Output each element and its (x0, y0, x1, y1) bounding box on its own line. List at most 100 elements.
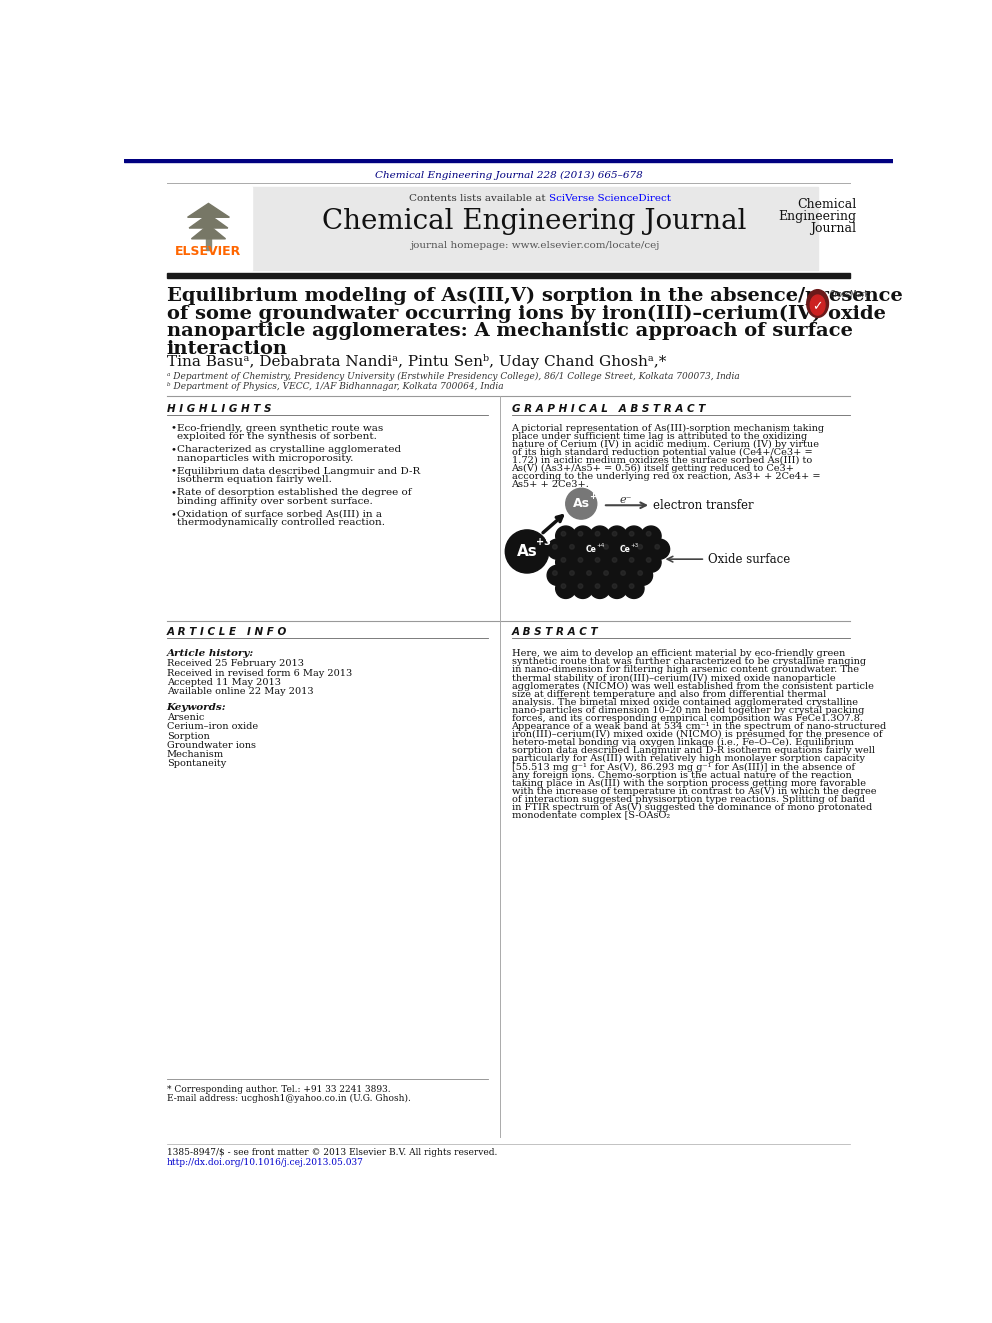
Text: CrossMark: CrossMark (830, 290, 870, 299)
Text: As: As (517, 544, 538, 558)
Circle shape (638, 545, 643, 549)
Text: * Corresponding author. Tel.: +91 33 2241 3893.: * Corresponding author. Tel.: +91 33 224… (167, 1085, 390, 1094)
Text: nanoparticles with microporosity.: nanoparticles with microporosity. (178, 454, 354, 463)
Circle shape (615, 540, 636, 560)
Text: Oxide surface: Oxide surface (707, 553, 790, 566)
Text: Equilibrium data described Langmuir and D-R: Equilibrium data described Langmuir and … (178, 467, 421, 476)
Polygon shape (189, 214, 228, 228)
Text: interaction: interaction (167, 340, 288, 359)
Text: As5+ + 2Ce3+.: As5+ + 2Ce3+. (512, 480, 589, 490)
Text: nanoparticle agglomerates: A mechanistic approach of surface: nanoparticle agglomerates: A mechanistic… (167, 323, 852, 340)
Circle shape (565, 488, 597, 519)
Circle shape (556, 552, 575, 573)
Text: nature of Cerium (IV) in acidic medium. Cerium (IV) by virtue: nature of Cerium (IV) in acidic medium. … (512, 439, 818, 448)
Text: +5: +5 (589, 492, 602, 500)
Bar (167, 188, 252, 270)
Text: Ce: Ce (586, 545, 597, 553)
Text: Appearance of a weak band at 534 cm⁻¹ in the spectrum of nano-structured: Appearance of a weak band at 534 cm⁻¹ in… (512, 722, 887, 732)
Circle shape (641, 527, 661, 546)
Circle shape (598, 565, 618, 585)
Text: size at different temperature and also from differential thermal: size at different temperature and also f… (512, 689, 825, 699)
Text: electron transfer: electron transfer (654, 499, 754, 512)
Circle shape (590, 578, 610, 598)
Circle shape (578, 557, 583, 562)
Circle shape (548, 540, 567, 560)
Circle shape (581, 565, 601, 585)
Text: [55.513 mg g⁻¹ for As(V), 86.293 mg g⁻¹ for As(III)] in the absence of: [55.513 mg g⁻¹ for As(V), 86.293 mg g⁻¹ … (512, 762, 854, 771)
Polygon shape (191, 225, 225, 239)
Circle shape (505, 531, 549, 573)
Circle shape (604, 570, 608, 576)
Text: A B S T R A C T: A B S T R A C T (512, 627, 598, 638)
Circle shape (572, 552, 593, 573)
Text: exploited for the synthesis of sorbent.: exploited for the synthesis of sorbent. (178, 433, 377, 441)
Circle shape (655, 545, 660, 549)
Text: of its high standard reduction potential value (Ce4+/Ce3+ =: of its high standard reduction potential… (512, 448, 812, 456)
Text: Equilibrium modeling of As(III,V) sorption in the absence/presence: Equilibrium modeling of As(III,V) sorpti… (167, 287, 903, 304)
Text: Chemical Engineering Journal 228 (2013) 665–678: Chemical Engineering Journal 228 (2013) … (375, 171, 642, 180)
Text: Available online 22 May 2013: Available online 22 May 2013 (167, 687, 313, 696)
Text: •: • (171, 446, 177, 454)
Text: nano-particles of dimension 10–20 nm held together by crystal packing: nano-particles of dimension 10–20 nm hel… (512, 706, 864, 714)
Circle shape (604, 545, 608, 549)
Circle shape (569, 570, 574, 576)
Circle shape (641, 552, 661, 573)
Circle shape (624, 527, 644, 546)
Text: hetero-metal bonding via oxygen linkage (i.e., Fe–O–Ce). Equilibrium: hetero-metal bonding via oxygen linkage … (512, 738, 853, 747)
Text: with the increase of temperature in contrast to As(V) in which the degree: with the increase of temperature in cont… (512, 787, 876, 796)
Text: forces, and its corresponding empirical composition was FeCe1.3O7.8.: forces, and its corresponding empirical … (512, 714, 862, 722)
Text: sorption data described Langmuir and D-R isotherm equations fairly well: sorption data described Langmuir and D-R… (512, 746, 875, 755)
Circle shape (556, 527, 575, 546)
Text: Cerium–iron oxide: Cerium–iron oxide (167, 722, 258, 732)
Text: H I G H L I G H T S: H I G H L I G H T S (167, 404, 271, 414)
Text: synthetic route that was further characterized to be crystalline ranging: synthetic route that was further charact… (512, 658, 866, 667)
Circle shape (612, 583, 617, 589)
Circle shape (561, 583, 565, 589)
Circle shape (615, 565, 636, 585)
Circle shape (621, 545, 625, 549)
Circle shape (595, 583, 600, 589)
Circle shape (633, 565, 653, 585)
Text: •: • (171, 423, 177, 433)
Text: Article history:: Article history: (167, 650, 254, 659)
Text: any foreign ions. Chemo-sorption is the actual nature of the reaction: any foreign ions. Chemo-sorption is the … (512, 770, 851, 779)
Text: Tina Basuᵃ, Debabrata Nandiᵃ, Pintu Senᵇ, Uday Chand Ghoshᵃ,*: Tina Basuᵃ, Debabrata Nandiᵃ, Pintu Senᵇ… (167, 353, 666, 369)
Bar (206, 235, 210, 250)
Ellipse shape (810, 295, 825, 315)
Circle shape (595, 557, 600, 562)
Text: in FTIR spectrum of As(V) suggested the dominance of mono protonated: in FTIR spectrum of As(V) suggested the … (512, 803, 872, 812)
Circle shape (647, 557, 651, 562)
Text: Oxidation of surface sorbed As(III) in a: Oxidation of surface sorbed As(III) in a (178, 509, 383, 519)
Circle shape (612, 557, 617, 562)
Circle shape (556, 578, 575, 598)
Circle shape (607, 552, 627, 573)
Circle shape (553, 545, 558, 549)
Text: As(V) (As3+/As5+ = 0.56) itself getting reduced to Ce3+: As(V) (As3+/As5+ = 0.56) itself getting … (512, 464, 795, 474)
Circle shape (624, 552, 644, 573)
Text: ᵇ Department of Physics, VECC, 1/AF Bidhannagar, Kolkata 700064, India: ᵇ Department of Physics, VECC, 1/AF Bidh… (167, 382, 503, 392)
Text: Arsenic: Arsenic (167, 713, 204, 722)
Text: 1.72) in acidic medium oxidizes the surface sorbed As(III) to: 1.72) in acidic medium oxidizes the surf… (512, 456, 811, 464)
Text: isotherm equation fairly well.: isotherm equation fairly well. (178, 475, 332, 484)
Text: binding affinity over sorbent surface.: binding affinity over sorbent surface. (178, 497, 373, 505)
Circle shape (572, 527, 593, 546)
Text: •: • (171, 467, 177, 476)
Text: Characterized as crystalline agglomerated: Characterized as crystalline agglomerate… (178, 446, 402, 454)
Circle shape (647, 532, 651, 536)
Circle shape (650, 540, 670, 560)
Circle shape (561, 532, 565, 536)
Circle shape (586, 545, 591, 549)
Circle shape (578, 583, 583, 589)
Circle shape (629, 557, 634, 562)
Circle shape (586, 570, 591, 576)
Text: Mechanism: Mechanism (167, 750, 224, 759)
Text: •: • (171, 509, 177, 519)
Text: journal homepage: www.elsevier.com/locate/cej: journal homepage: www.elsevier.com/locat… (410, 241, 660, 250)
Polygon shape (187, 204, 229, 217)
Text: of interaction suggested physisorption type reactions. Splitting of band: of interaction suggested physisorption t… (512, 795, 865, 804)
Text: Sorption: Sorption (167, 732, 209, 741)
Text: SciVerse ScienceDirect: SciVerse ScienceDirect (549, 194, 671, 204)
Text: place under sufficient time lag is attributed to the oxidizing: place under sufficient time lag is attri… (512, 431, 806, 441)
Text: Received in revised form 6 May 2013: Received in revised form 6 May 2013 (167, 668, 352, 677)
Text: Contents lists available at: Contents lists available at (409, 194, 549, 204)
